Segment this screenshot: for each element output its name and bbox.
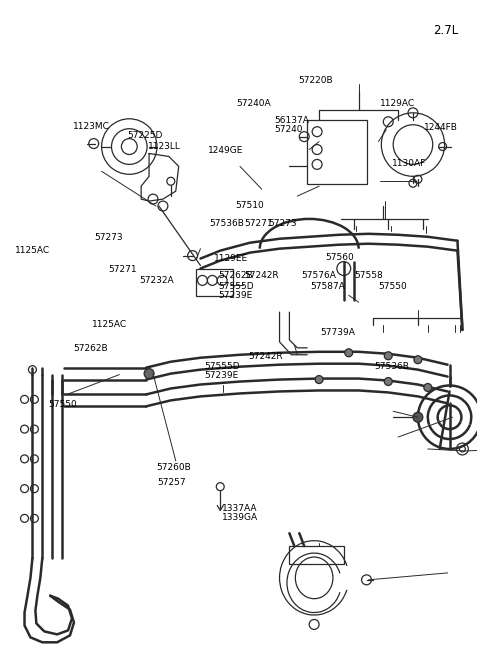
Text: 57273: 57273 bbox=[94, 233, 122, 242]
Text: 2.7L: 2.7L bbox=[433, 24, 458, 37]
Text: 1130AF: 1130AF bbox=[392, 159, 426, 168]
Circle shape bbox=[384, 377, 392, 386]
Text: 1123LL: 1123LL bbox=[147, 142, 180, 151]
Bar bbox=[289, 546, 344, 564]
Text: 1339GA: 1339GA bbox=[222, 513, 258, 521]
Text: 1123MC: 1123MC bbox=[73, 122, 110, 130]
Text: 57555D: 57555D bbox=[204, 362, 240, 371]
Bar bbox=[307, 120, 367, 184]
Text: 57550: 57550 bbox=[48, 400, 77, 409]
Text: 57232A: 57232A bbox=[139, 276, 174, 285]
Text: 57242R: 57242R bbox=[249, 352, 283, 361]
Text: 1129EE: 1129EE bbox=[214, 254, 248, 263]
Circle shape bbox=[315, 375, 323, 384]
Text: 57560: 57560 bbox=[325, 253, 354, 262]
Text: 57260B: 57260B bbox=[156, 462, 191, 472]
Circle shape bbox=[345, 349, 353, 357]
Text: 56137A: 56137A bbox=[274, 117, 309, 126]
Text: 1244FB: 1244FB bbox=[424, 123, 458, 132]
Text: 57225D: 57225D bbox=[127, 132, 162, 140]
Text: 57239E: 57239E bbox=[204, 371, 239, 380]
Text: 1129AC: 1129AC bbox=[380, 99, 415, 108]
Text: 57257: 57257 bbox=[157, 477, 185, 487]
Text: 1249GE: 1249GE bbox=[208, 146, 244, 155]
Text: 57220B: 57220B bbox=[299, 76, 333, 85]
Circle shape bbox=[424, 384, 432, 392]
Circle shape bbox=[144, 369, 154, 379]
Text: 57273: 57273 bbox=[268, 219, 297, 228]
Text: 57550: 57550 bbox=[379, 282, 408, 291]
Text: 57536B: 57536B bbox=[209, 219, 244, 228]
Text: 57240: 57240 bbox=[274, 125, 303, 134]
Text: 57240A: 57240A bbox=[236, 99, 271, 108]
Circle shape bbox=[414, 356, 422, 364]
Circle shape bbox=[384, 352, 392, 360]
Text: 57558: 57558 bbox=[354, 271, 383, 280]
Text: 57271: 57271 bbox=[108, 265, 137, 274]
Text: 57739A: 57739A bbox=[321, 328, 356, 337]
Text: 57262B: 57262B bbox=[219, 271, 253, 280]
Text: 57262B: 57262B bbox=[73, 344, 108, 353]
Text: 1125AC: 1125AC bbox=[14, 246, 50, 255]
Text: 57576A: 57576A bbox=[301, 271, 336, 280]
Circle shape bbox=[413, 412, 423, 422]
Text: 1337AA: 1337AA bbox=[222, 504, 257, 513]
Text: 57536B: 57536B bbox=[374, 362, 408, 371]
Bar bbox=[195, 269, 233, 296]
Text: 57271: 57271 bbox=[245, 219, 274, 228]
Text: 57555D: 57555D bbox=[219, 282, 254, 291]
Text: 57587A: 57587A bbox=[310, 282, 345, 291]
Text: 57510: 57510 bbox=[235, 201, 264, 210]
Text: 57239E: 57239E bbox=[219, 291, 253, 300]
Text: 1125AC: 1125AC bbox=[92, 320, 127, 329]
Text: 57242R: 57242R bbox=[245, 271, 279, 280]
